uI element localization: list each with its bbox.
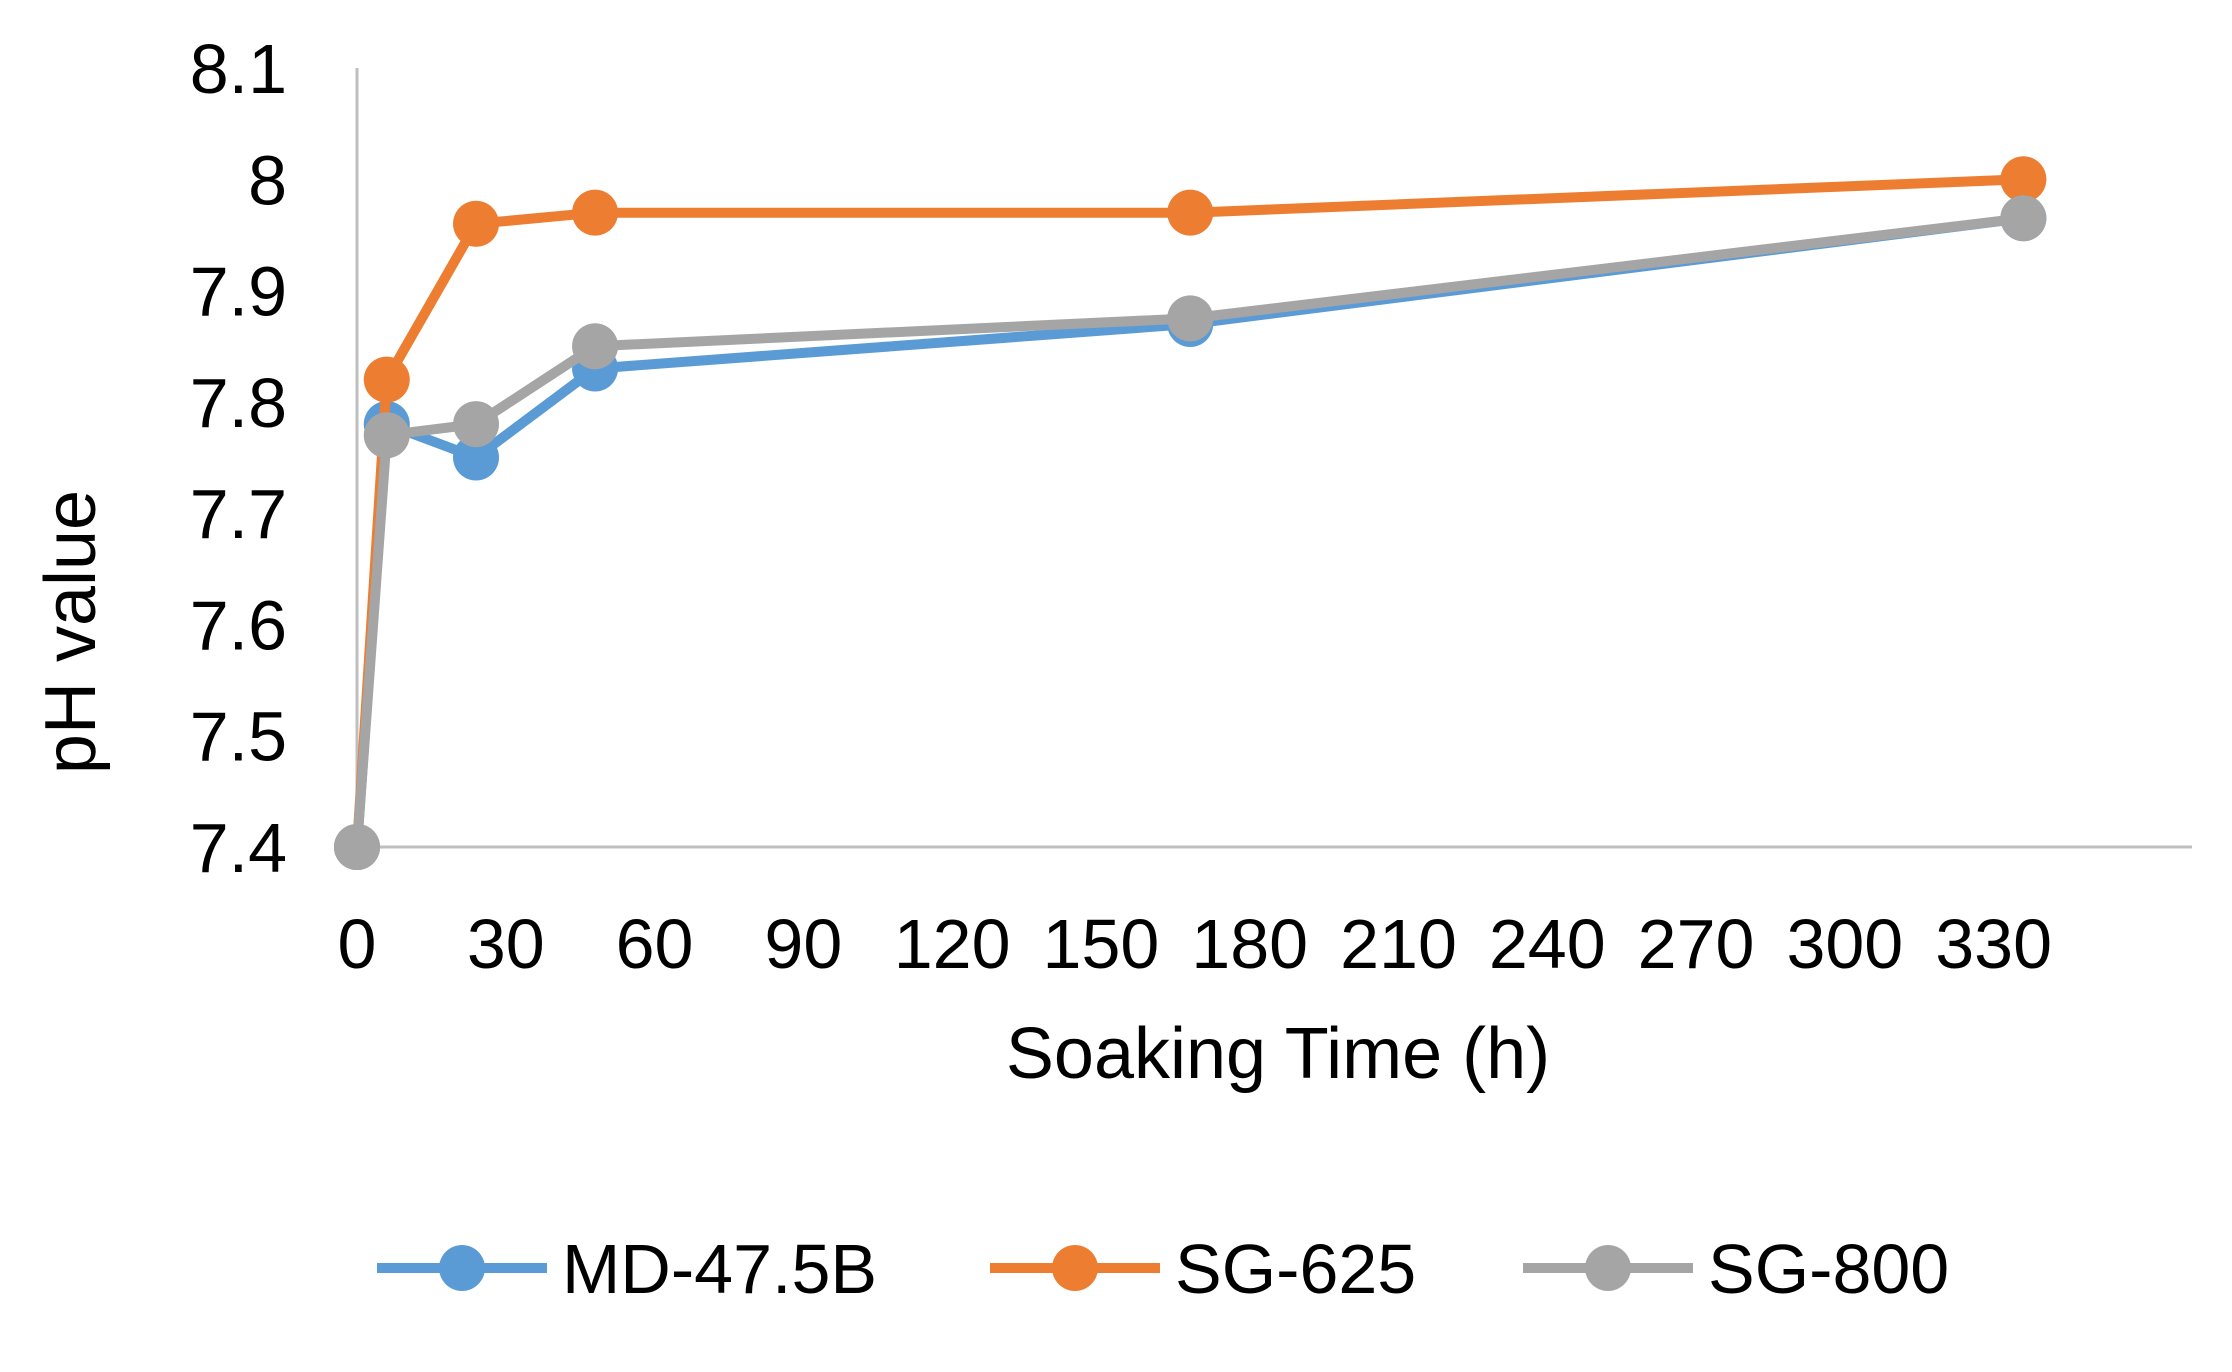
data-point (1167, 189, 1214, 236)
data-point (453, 401, 500, 448)
x-tick-label: 90 (764, 905, 842, 983)
y-tick-label: 8 (248, 141, 287, 219)
x-tick-label: 240 (1489, 905, 1606, 983)
x-tick-label: 330 (1935, 905, 2052, 983)
data-point (334, 824, 380, 870)
x-tick-label: 120 (894, 905, 1011, 983)
data-point (2000, 195, 2047, 242)
x-tick-label: 300 (1786, 905, 1903, 983)
x-tick-label: 30 (467, 905, 545, 983)
data-point (2000, 156, 2047, 203)
y-tick-label: 7.4 (190, 809, 287, 887)
data-point (453, 200, 500, 247)
x-tick-label: 180 (1191, 905, 1308, 983)
data-point (363, 412, 410, 459)
y-tick-label: 7.6 (190, 586, 287, 664)
legend-label: SG-625 (1175, 1230, 1416, 1308)
series-line (352, 174, 2029, 852)
legend-label: SG-800 (1708, 1230, 1949, 1308)
data-point (572, 323, 619, 370)
data-point (572, 189, 619, 236)
y-tick-label: 8.1 (190, 30, 287, 108)
series-line (352, 213, 2029, 852)
legend: MD-47.5B SG-625 SG-800 (377, 1230, 1949, 1308)
legend-swatch-marker (439, 1245, 485, 1291)
legend-label: MD-47.5B (562, 1230, 877, 1308)
series-sg-800 (334, 195, 2047, 870)
y-axis-title: pH value (31, 490, 111, 774)
x-tick-label: 150 (1043, 905, 1160, 983)
data-point (453, 434, 500, 481)
y-tick-labels: 7.4 7.5 7.6 7.7 7.8 7.9 8 8.1 (190, 30, 287, 887)
data-point (363, 356, 410, 403)
data-point (1167, 295, 1214, 342)
legend-swatch-marker (1052, 1245, 1098, 1291)
x-tick-label: 210 (1340, 905, 1457, 983)
x-tick-label: 0 (338, 905, 377, 983)
y-tick-label: 7.7 (190, 475, 287, 553)
x-axis-title: Soaking Time (h) (1006, 1014, 1550, 1094)
y-tick-label: 7.8 (190, 364, 287, 442)
legend-item: SG-625 (990, 1230, 1416, 1308)
y-tick-label: 7.5 (190, 698, 287, 776)
y-tick-label: 7.9 (190, 253, 287, 331)
plot-area (334, 156, 2047, 870)
x-tick-label: 270 (1638, 905, 1755, 983)
axes (355, 68, 2192, 849)
x-tick-labels: 0 30 60 90 120 150 180 210 240 270 300 330 (338, 905, 2052, 983)
legend-item: SG-800 (1523, 1230, 1949, 1308)
x-tick-label: 60 (616, 905, 694, 983)
legend-swatch-marker (1585, 1245, 1631, 1291)
legend-item: MD-47.5B (377, 1230, 877, 1308)
series-sg-625 (334, 156, 2047, 870)
